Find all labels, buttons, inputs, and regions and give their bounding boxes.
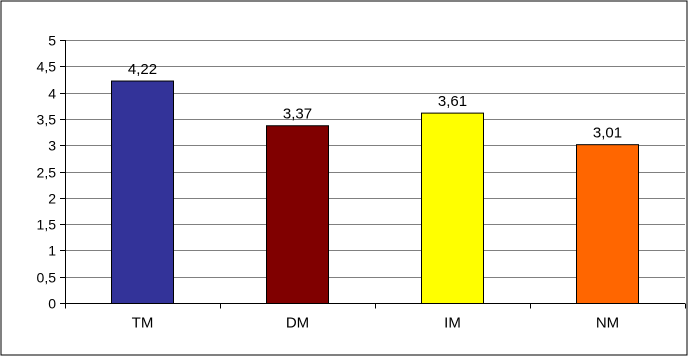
x-tick-label: DM xyxy=(286,315,309,332)
x-tick-label: IM xyxy=(444,315,461,332)
data-label: 3,37 xyxy=(283,106,312,123)
y-tick-label: 3 xyxy=(48,138,56,154)
y-tick-label: 0 xyxy=(48,296,56,312)
y-tick-label: 4,5 xyxy=(37,59,57,75)
y-tick-label: 1,5 xyxy=(37,217,57,233)
bar-dm xyxy=(266,125,329,304)
labels: 0 0,5 1 1,5 2 2,5 3 3,5 4 4,5 5 4,22 TM 3,37 DM 3,61 IM 3… xyxy=(37,33,623,332)
data-label: 3,61 xyxy=(438,93,467,110)
y-tick-label: 2,5 xyxy=(37,165,57,181)
data-label: 4,22 xyxy=(128,61,157,78)
x-tick-label: NM xyxy=(596,315,619,332)
y-tick-label: 4 xyxy=(48,86,56,102)
data-label: 3,01 xyxy=(593,125,622,142)
y-tick-label: 2 xyxy=(48,191,56,207)
bar-tm xyxy=(111,80,174,304)
bar-im xyxy=(421,112,484,304)
y-tick-label: 5 xyxy=(48,33,56,49)
y-tick-label: 0,5 xyxy=(37,270,57,286)
y-tick-label: 1 xyxy=(48,243,56,259)
bars xyxy=(111,80,639,304)
x-tick-label: TM xyxy=(132,315,154,332)
bar-nm xyxy=(576,144,639,304)
y-tick-label: 3,5 xyxy=(37,112,57,128)
